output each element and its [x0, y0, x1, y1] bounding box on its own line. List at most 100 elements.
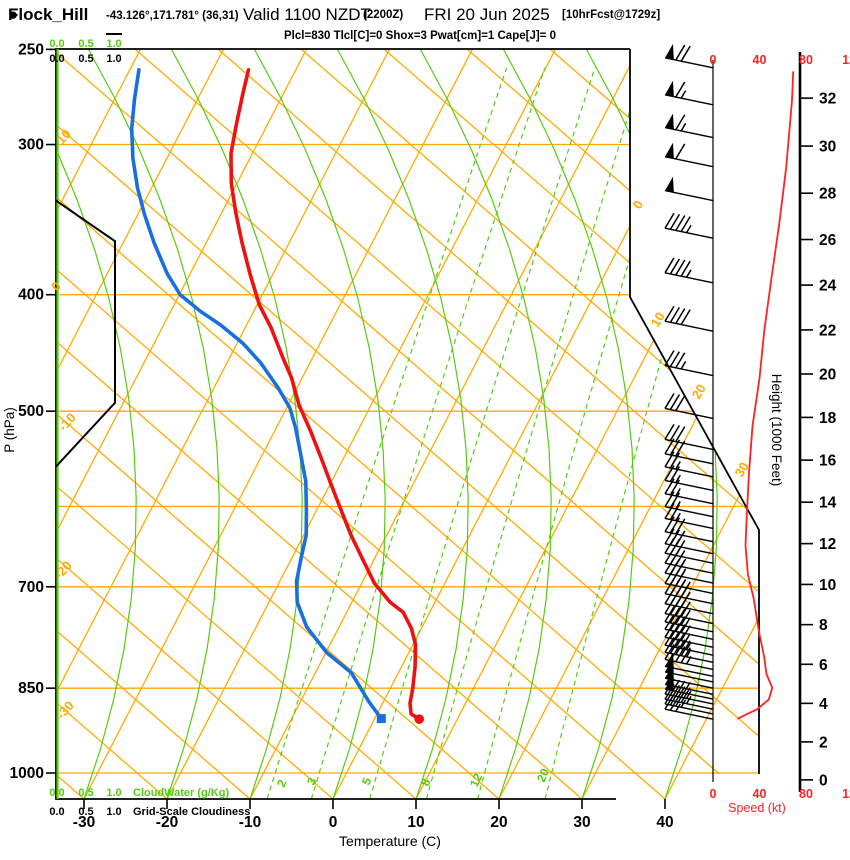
cloudiness-profile-line — [55, 199, 116, 468]
isotherm-label: 10 — [648, 309, 668, 329]
wind-barb — [664, 80, 714, 106]
isotherm-line — [664, 49, 759, 800]
mixing-ratio-line — [266, 67, 508, 800]
height-tick-label: 18 — [819, 410, 837, 427]
height-tick-label: 20 — [819, 367, 836, 384]
frame-right-cut — [629, 49, 760, 774]
wind-barb — [664, 142, 714, 168]
moist-adiabat-line — [87, 49, 220, 800]
cloudiness-scale-top: 0.0 — [49, 53, 64, 65]
speed-tick-label-top: 0 — [710, 53, 717, 67]
dry-adiabat-line — [56, 49, 666, 800]
speed-tick-label-top: 80 — [799, 53, 813, 67]
wind-barb — [664, 350, 714, 377]
dry-adiabat-line — [56, 49, 500, 800]
moist-adiabat-line — [336, 49, 469, 800]
cloudwater-scale-title: CloudWater (g/Kg) — [133, 787, 229, 799]
pressure-tick-label: 300 — [18, 137, 44, 154]
speed-tick-label-top: 120 — [842, 53, 850, 67]
height-tick-label: 12 — [819, 536, 836, 553]
cloudwater-scale-bottom: 0.0 — [49, 787, 64, 799]
mixing-ratio-line — [310, 67, 546, 800]
dry-adiabat-line — [56, 49, 759, 800]
moist-adiabat-line — [585, 49, 718, 800]
wind-barb — [664, 491, 714, 518]
surface-dewpoint-dot — [376, 714, 386, 724]
height-tick-label: 22 — [819, 322, 836, 339]
dry-adiabat-line — [56, 49, 334, 800]
height-tick-label: 4 — [819, 696, 828, 713]
dewpoint-curve — [129, 68, 384, 721]
moist-adiabat-line — [419, 49, 552, 800]
isotherm-line — [166, 49, 561, 800]
frame-left-top-bottom — [55, 48, 630, 800]
wind-barb — [664, 478, 714, 505]
wind-barb — [664, 693, 714, 720]
temperature-curve — [229, 68, 422, 722]
temperature-tick-label: 40 — [656, 814, 673, 831]
valid-time: Valid 1100 NZDT — [243, 5, 371, 24]
wind-barb — [664, 438, 714, 465]
temperature-tick-label: 20 — [490, 814, 507, 831]
isotherm-line — [498, 49, 759, 800]
moist-adiabat-line — [170, 49, 303, 800]
surface-temperature-dot — [414, 714, 424, 724]
dry-adiabat-line — [328, 49, 759, 800]
cloudwater-scale-bottom: 1.0 — [106, 787, 121, 799]
cloudiness-scale-bottom: 0.5 — [78, 806, 93, 818]
header: ● Flock_Hill -43.126°,171.781° (36,31) V… — [8, 5, 661, 24]
speed-tick-label-bottom: 120 — [842, 787, 850, 801]
wind-barb — [664, 503, 714, 530]
valid-date: FRI 20 Jun 2025 — [424, 5, 550, 24]
pressure-axis-title: P (hPa) — [2, 407, 17, 453]
pressure-tick-label: 400 — [18, 287, 44, 304]
pressure-tick-label: 1000 — [10, 765, 44, 782]
zulu-time: (2200Z) — [363, 9, 404, 21]
height-tick-label: 0 — [819, 772, 828, 789]
plot-frame — [46, 33, 760, 809]
dry-adiabat-line — [56, 49, 168, 800]
temperature-tick-label: -20 — [156, 814, 178, 831]
dry-adiabat-label: -20 — [51, 558, 75, 582]
height-tick-label: 30 — [819, 139, 836, 156]
cloudiness-scale-bottom: 0.0 — [49, 806, 64, 818]
wind-speed-curve — [737, 71, 795, 720]
dry-adiabat-line — [56, 49, 759, 800]
wind-barb — [664, 43, 714, 69]
dry-adiabat-line — [56, 49, 417, 800]
wind-barb-column — [664, 43, 795, 782]
wind-barb — [664, 212, 714, 239]
isotherm-label: 0 — [630, 198, 647, 212]
speed-tick-label-bottom: 40 — [753, 787, 767, 801]
forecast-tag: [10hrFcst@1729z] — [562, 9, 661, 21]
cloudwater-scale-top: 0.5 — [78, 38, 93, 50]
stability-parameters: Plcl=830 Tlcl[C]=0 Shox=3 Pwat[cm]=1 Cap… — [284, 30, 556, 42]
mixing-ratio-label: 3 — [304, 775, 320, 787]
cloudiness-scale-top: 0.5 — [78, 53, 93, 65]
pressure-tick-label: 700 — [18, 579, 44, 596]
temperature-tick-label: -10 — [239, 814, 261, 831]
height-axis-title: Height (1000 Feet) — [769, 374, 784, 487]
temperature-tick-label: -30 — [73, 814, 95, 831]
mixing-ratio-line — [425, 67, 644, 800]
temperature-axis-title: Temperature (C) — [339, 833, 441, 849]
isotherm-line — [249, 49, 644, 800]
isotherm-line — [56, 49, 395, 800]
cloudiness-scale-top: 1.0 — [106, 53, 121, 65]
speed-axis-title: Speed (kt) — [728, 801, 786, 815]
mixing-ratio-label: 5 — [359, 775, 375, 787]
cloudwater-scale-bottom: 0.5 — [78, 787, 93, 799]
isotherm-line — [56, 49, 146, 800]
speed-tick-label-bottom: 80 — [799, 787, 813, 801]
cloudwater-scale-top: 1.0 — [106, 38, 121, 50]
pressure-tick-label: 850 — [18, 680, 44, 697]
height-tick-label: 16 — [819, 453, 837, 470]
isotherm-label: 30 — [732, 459, 752, 479]
dry-adiabat-line — [56, 49, 85, 800]
mixing-ratio-label: 2 — [274, 777, 290, 789]
wind-barb — [664, 465, 714, 492]
height-tick-label: 8 — [819, 617, 828, 634]
